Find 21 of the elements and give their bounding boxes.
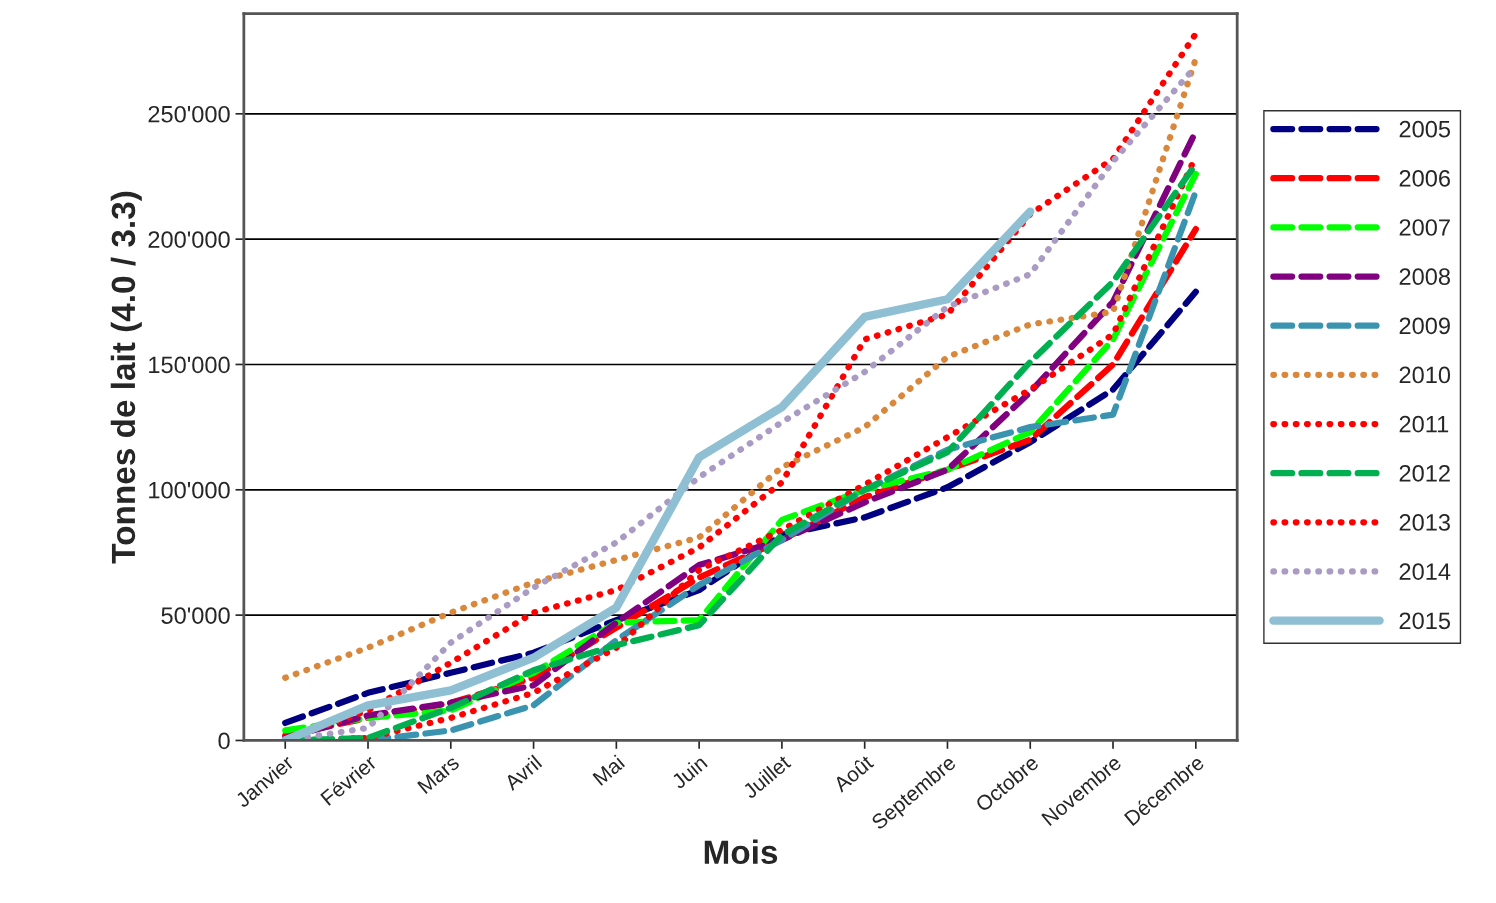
legend-label: 2015 xyxy=(1399,612,1451,630)
x-tick-label: Mai xyxy=(591,754,626,786)
y-tick-label: 250'000 xyxy=(148,105,230,123)
y-tick-label: 200'000 xyxy=(148,231,230,248)
x-axis-title: Mois xyxy=(704,839,778,865)
legend-label: 2010 xyxy=(1399,366,1451,384)
legend-label: 2007 xyxy=(1399,219,1450,236)
legend-label: 2009 xyxy=(1399,317,1450,335)
legend-label: 2005 xyxy=(1399,120,1451,138)
y-tick-label: 100'000 xyxy=(149,481,230,499)
legend-label: 2013 xyxy=(1399,514,1450,531)
y-axis-title: Tonnes de lait (4.0 / 3.3) xyxy=(110,191,142,564)
legend-label: 2011 xyxy=(1399,415,1449,433)
legend-label: 2006 xyxy=(1399,169,1450,187)
legend-label: 2012 xyxy=(1399,464,1450,482)
legend-label: 2014 xyxy=(1399,563,1451,580)
y-tick-label: 150'000 xyxy=(149,356,230,374)
legend-label: 2008 xyxy=(1399,268,1450,286)
y-tick-label: 50'000 xyxy=(161,607,230,624)
x-tick-label: Juin xyxy=(670,754,708,790)
y-tick-label: 0 xyxy=(218,732,230,750)
